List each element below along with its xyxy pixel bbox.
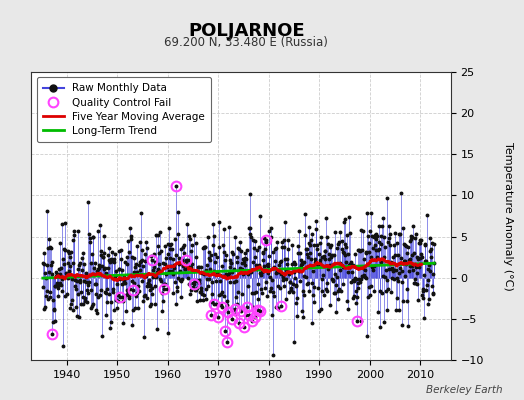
Y-axis label: Temperature Anomaly (°C): Temperature Anomaly (°C): [503, 142, 513, 290]
Legend: Raw Monthly Data, Quality Control Fail, Five Year Moving Average, Long-Term Tren: Raw Monthly Data, Quality Control Fail, …: [37, 77, 211, 142]
Text: POLJARNOE: POLJARNOE: [188, 22, 304, 40]
Text: Berkeley Earth: Berkeley Earth: [427, 385, 503, 395]
Text: 69.200 N, 33.480 E (Russia): 69.200 N, 33.480 E (Russia): [165, 36, 328, 49]
